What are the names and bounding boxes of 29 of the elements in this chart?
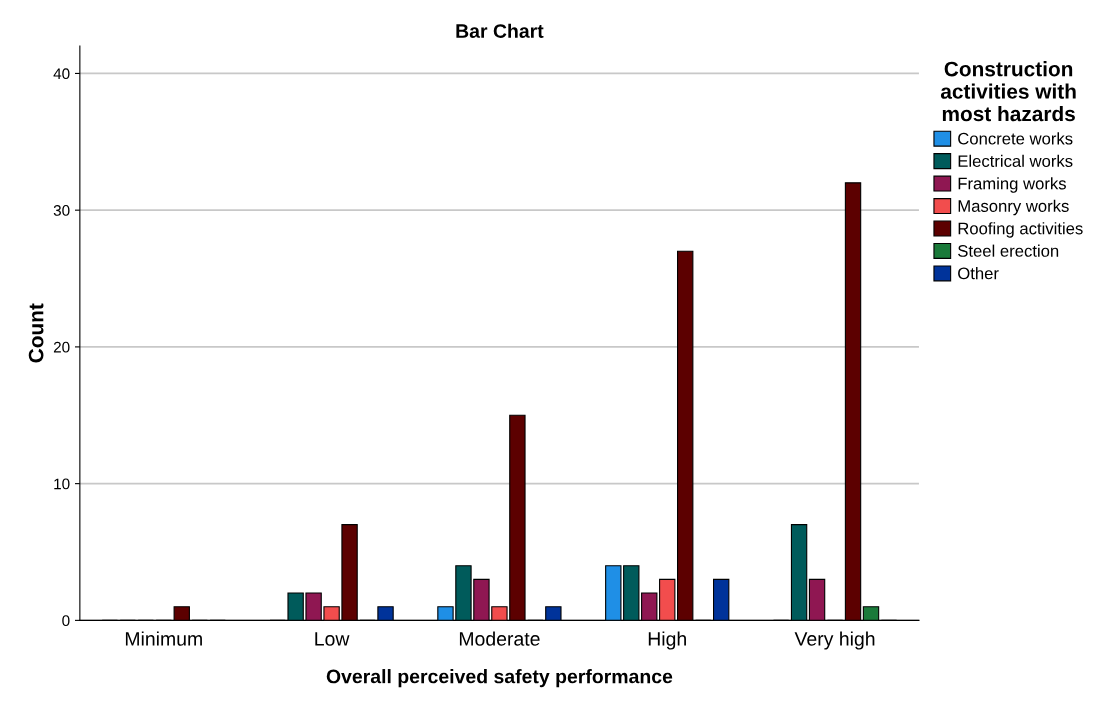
- bar: [862, 606, 880, 621]
- legend-label: Other: [958, 267, 999, 280]
- y-tick-label: 30: [53, 205, 70, 216]
- x-tick-label: Moderate: [459, 631, 540, 646]
- x-axis-title: Overall perceived safety performance: [326, 669, 673, 688]
- y-tick-label: 10: [54, 478, 70, 490]
- legend-label: Steel erection: [958, 244, 1059, 257]
- x-tick-label: Very high: [794, 631, 875, 650]
- bar: [790, 524, 808, 621]
- y-tick-label: 40: [53, 68, 70, 80]
- legend-label: Electrical works: [958, 154, 1073, 168]
- x-tick-label: High: [648, 631, 686, 650]
- bar: [808, 578, 826, 621]
- legend-label: Framing works: [958, 177, 1066, 193]
- y-tick-label: 20: [53, 341, 70, 353]
- bar: [377, 606, 394, 621]
- chart-title: Bar Chart: [456, 23, 544, 38]
- legend-title: Construction activities with most hazards: [940, 61, 1076, 122]
- bar: [173, 606, 190, 621]
- bar: [545, 606, 562, 621]
- bar: [844, 182, 862, 621]
- legend-label: Roofing activities: [958, 222, 1083, 238]
- y-tick-label: 0: [62, 615, 70, 627]
- legend-label: Masonry works: [958, 199, 1069, 216]
- x-tick-label: Minimum: [125, 631, 202, 646]
- bar: [712, 578, 730, 621]
- y-axis-title: Count: [28, 303, 44, 363]
- legend-label: Concrete works: [958, 132, 1073, 145]
- x-tick-label: Low: [315, 632, 350, 646]
